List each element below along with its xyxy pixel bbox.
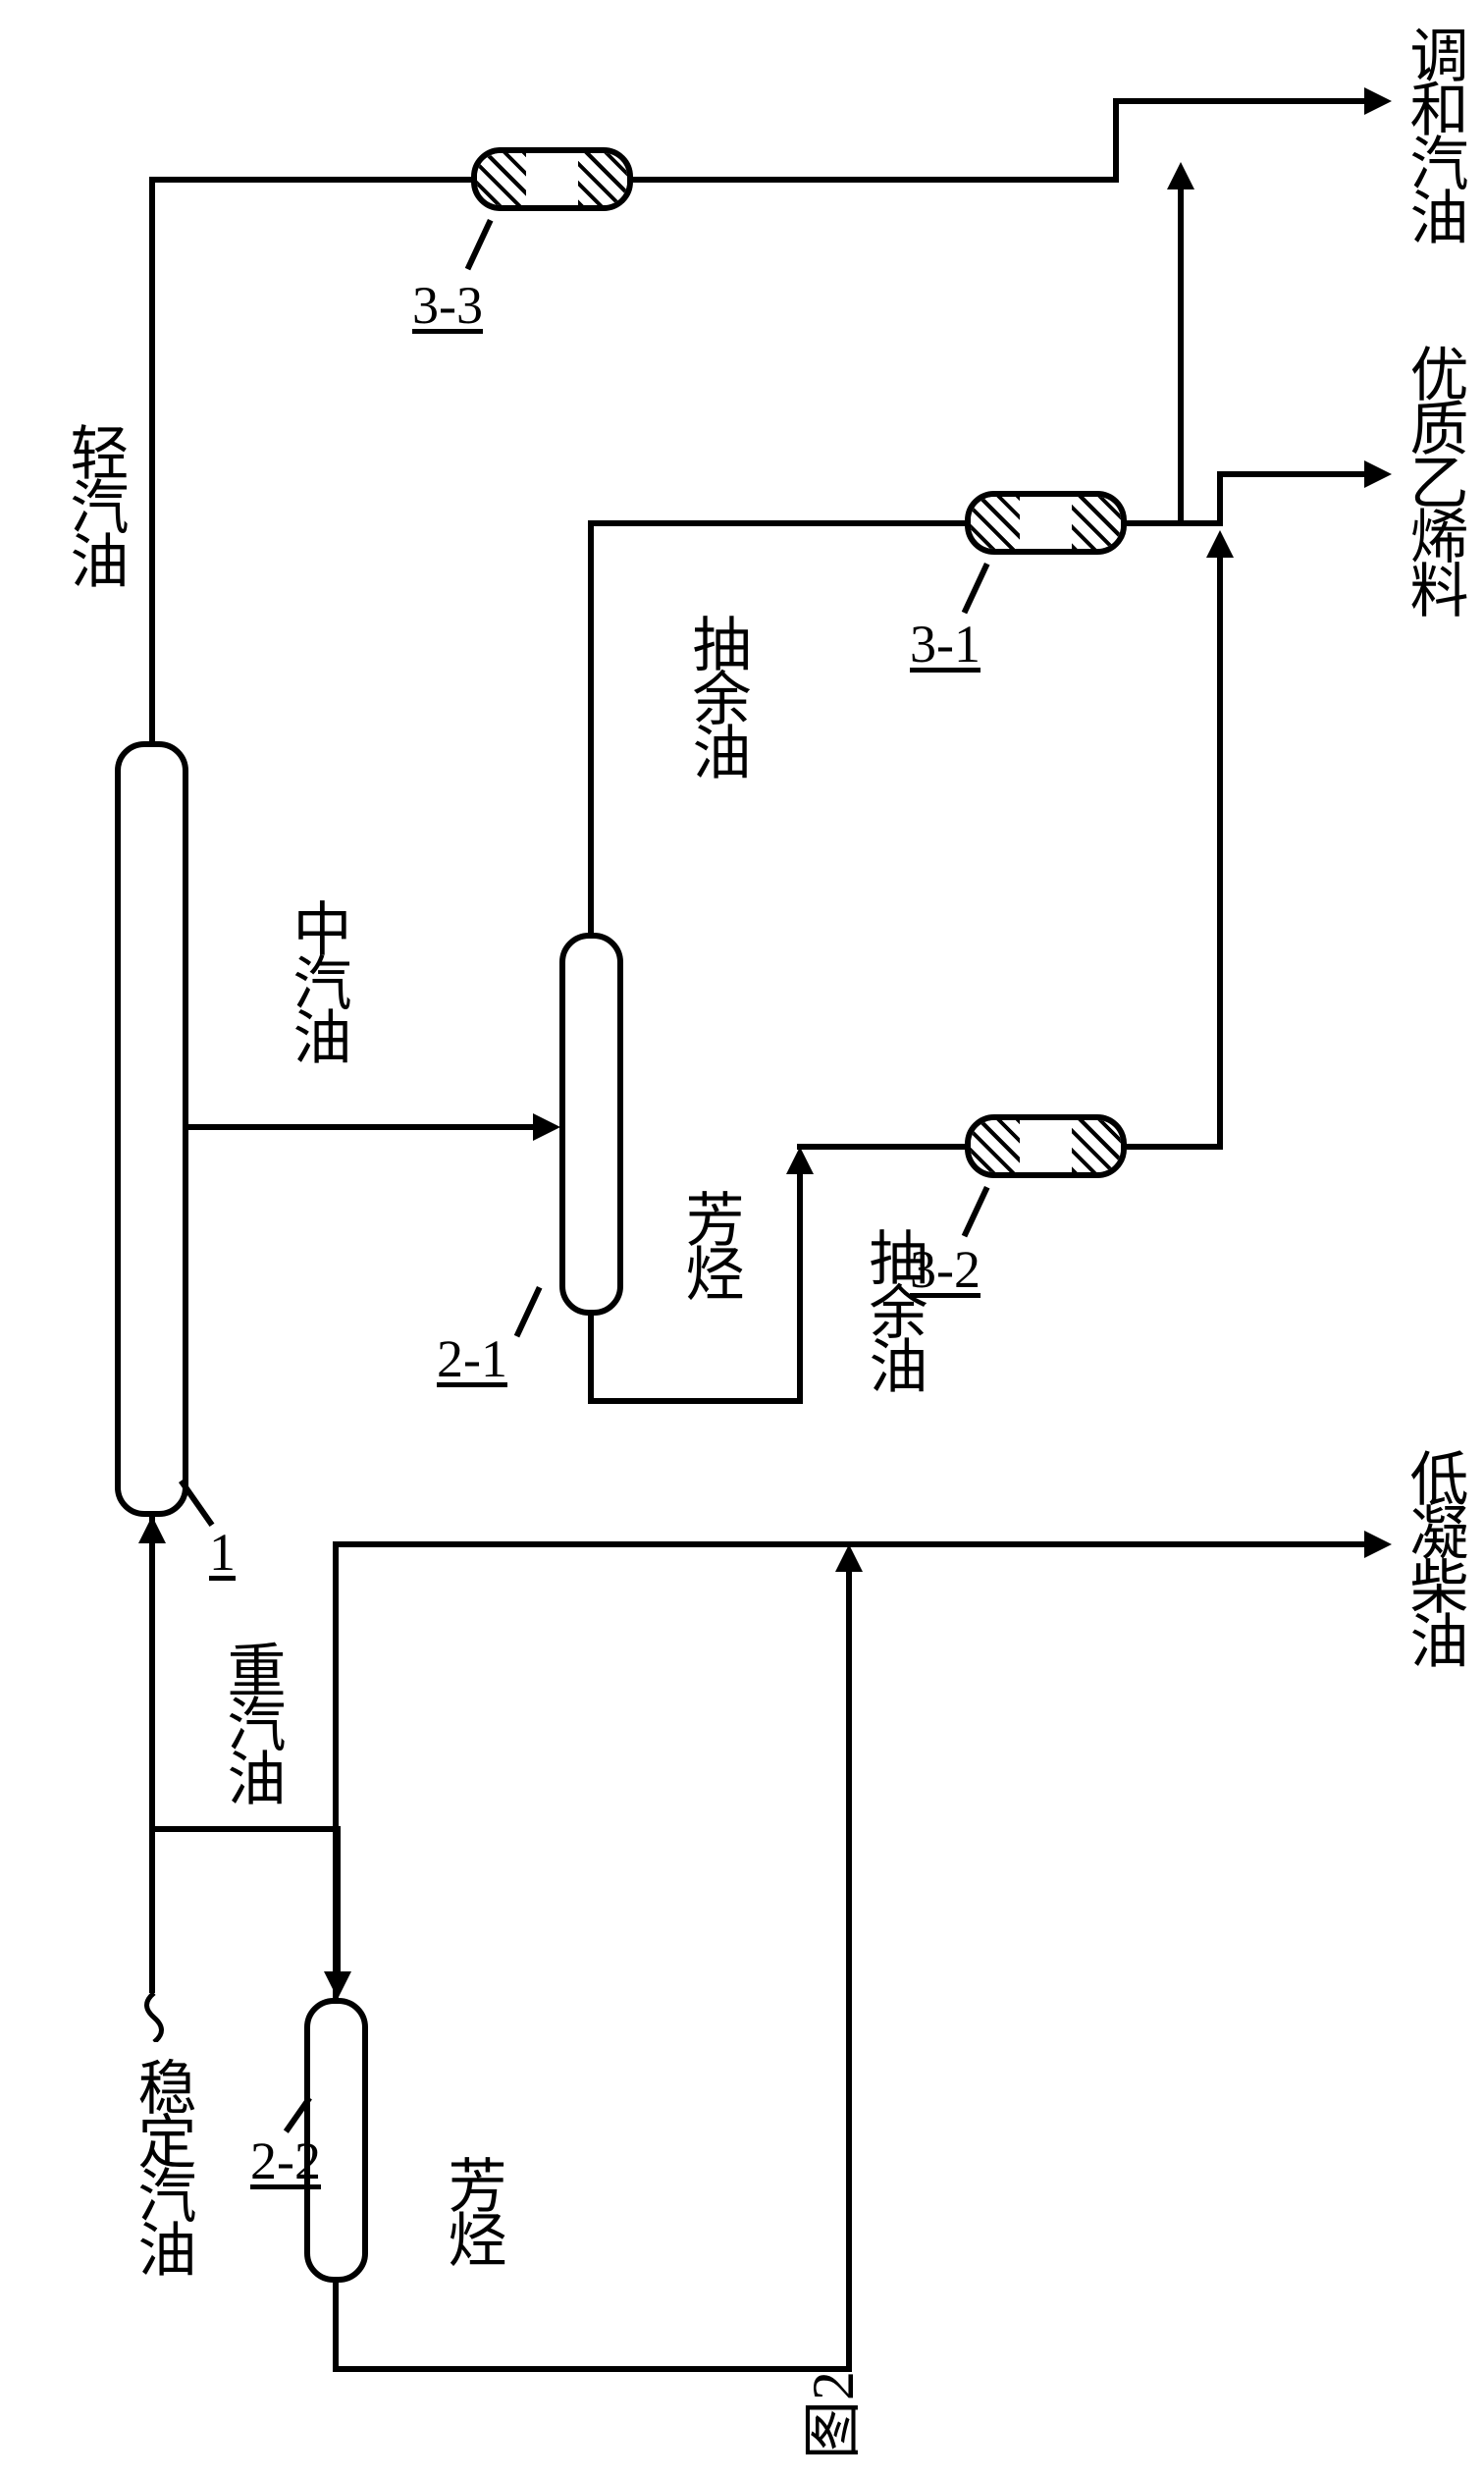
label-input: 稳定汽油 [120,2057,205,2273]
label-light: 轻汽油 [52,422,137,584]
light-out-v [1113,98,1119,183]
raffinate-2-h [797,1144,967,1150]
hydro-3-2 [965,1114,1127,1178]
unit-2-1-label: 2-1 [437,1328,507,1389]
light-out-h2 [1113,98,1368,104]
light-out-h1 [633,177,1119,183]
label-aromatic-2: 芳烃 [430,2155,515,2263]
aromatic-1-arrow [786,1147,814,1174]
aromatic-1-v2 [797,1168,803,1404]
figure-caption: 图2 [785,2371,871,2459]
hydro-3-3 [471,147,633,211]
middle-arrow [533,1113,560,1141]
hydro-3-1 [965,491,1127,555]
label-middle: 中汽油 [275,898,360,1060]
lead-3-3 [465,219,494,270]
aromatic-connect-h [846,1541,1223,1547]
aromatic-2-v [333,2283,339,2371]
wave-mark [134,1993,174,2042]
label-gasoline: 调和汽油 [1392,25,1477,241]
light-line-v [149,177,155,741]
arrow-gasoline [1364,87,1392,115]
out-3-2-h [1127,1144,1223,1150]
unit-1-label: 1 [209,1522,236,1583]
out-3-1-v [1217,471,1223,526]
label-raffinate-1: 抽余油 [674,614,760,776]
aromatic-2-v2 [846,1566,852,2372]
diesel-h [333,1541,852,1547]
label-diesel: 低凝柴油 [1392,1448,1477,1664]
arrow-diesel [1364,1531,1392,1558]
extraction-2-1 [559,933,623,1316]
unit-3-3-label: 3-3 [412,275,483,336]
light-line-h [149,177,473,183]
aromatic-2-h [333,2366,852,2372]
arrow-ethylene [1364,460,1392,488]
label-ethylene: 优质乙烯料 [1392,344,1477,614]
aromatic-1-h [588,1398,803,1404]
lead-3-1 [962,563,990,614]
raffinate-1-h [588,520,966,526]
label-aromatic-1: 芳烃 [667,1189,753,1297]
diesel-out-h [1217,1541,1369,1547]
out-3-2-v [1217,550,1223,1150]
lead-3-2 [962,1186,990,1237]
raffinate-1-v [588,520,594,933]
unit-3-1-label: 3-1 [910,614,980,674]
aromatic-2-arrow [835,1544,863,1572]
heavy-v1 [149,1517,155,1831]
label-heavy: 重汽油 [209,1640,294,1802]
unit-3-2-label: 3-2 [910,1239,980,1300]
tee-3-1-arrow [1167,162,1194,189]
aromatic-1-v1 [588,1316,594,1404]
tee-3-1-up [1178,182,1184,526]
unit-2-2-label: 2-2 [250,2130,321,2191]
out-3-1-h2 [1217,471,1369,477]
middle-line-h [188,1124,537,1130]
out-3-2-arrow [1206,530,1234,558]
distillation-column [115,741,188,1517]
heavy-h [149,1826,341,1832]
lead-2-1 [514,1286,543,1337]
out-3-1-h [1127,520,1223,526]
diesel-v1 [333,1541,339,1998]
